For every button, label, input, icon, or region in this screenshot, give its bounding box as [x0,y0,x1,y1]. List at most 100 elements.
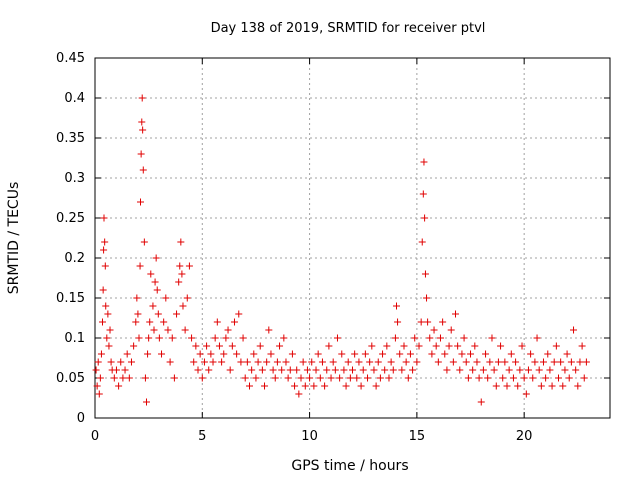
data-point [130,342,138,350]
data-point [228,342,236,350]
data-point [400,342,408,350]
data-point [282,358,290,366]
data-point [291,382,299,390]
data-point [168,334,176,342]
data-point [578,342,586,350]
data-point [209,358,217,366]
data-point [93,382,101,390]
data-point [376,374,384,382]
data-point [346,374,354,382]
data-point [178,270,186,278]
data-point [151,278,159,286]
data-point [349,366,356,374]
data-point [218,358,226,366]
data-point [222,334,230,342]
x-tick-label: 20 [516,429,533,444]
data-point [198,374,206,382]
data-point [100,214,108,222]
data-point [426,334,434,342]
data-point [241,374,249,382]
data-point [92,366,100,374]
data-point [355,358,363,366]
data-point [297,374,305,382]
data-point [357,382,365,390]
data-point [531,358,539,366]
data-point [203,342,211,350]
data-point [418,238,426,246]
data-point [417,318,425,326]
data-point [269,366,277,374]
data-point [567,358,575,366]
data-point [499,374,507,382]
data-point [368,342,376,350]
data-point [434,358,442,366]
data-point [449,358,457,366]
data-point [387,358,395,366]
data-point [439,318,447,326]
data-point [100,246,108,254]
data-point [185,262,193,270]
data-point [175,278,183,286]
data-point [473,358,481,366]
data-point [176,262,184,270]
data-point [164,326,172,334]
data-point [458,350,466,358]
data-point [293,366,301,374]
data-point [565,374,573,382]
data-point [550,358,558,366]
data-point [460,334,468,342]
data-point [342,382,350,390]
data-point [361,350,369,358]
data-point [490,366,498,374]
data-point [389,366,397,374]
data-point [505,366,513,374]
plot-frame [94,57,611,419]
data-point [224,326,232,334]
data-point [340,366,348,374]
data-point [226,366,234,374]
data-point [394,318,402,326]
data-point [574,382,582,390]
data-point [152,254,160,262]
data-point [134,310,142,318]
data-point [256,342,264,350]
data-point [436,334,444,342]
data-point [273,358,281,366]
data-point [288,350,296,358]
data-point [133,294,141,302]
data-point [524,366,532,374]
data-point [248,366,256,374]
data-point [333,334,341,342]
data-point [280,334,288,342]
data-point [533,334,541,342]
data-point [306,374,314,382]
data-point [170,374,178,382]
data-point [267,350,275,358]
data-point [413,358,421,366]
data-point [372,382,380,390]
data-point [582,358,590,366]
data-point [572,366,580,374]
data-point [471,342,479,350]
data-point [181,326,189,334]
data-point [265,326,273,334]
data-point [145,334,153,342]
data-point [104,310,112,318]
data-point [344,358,352,366]
data-point [194,366,202,374]
chart-title: Day 138 of 2019, SRMTID for receiver ptv… [211,21,486,36]
data-point [162,294,170,302]
data-point [177,238,185,246]
data-point [188,334,196,342]
data-point [392,302,400,310]
data-point [336,374,344,382]
data-point [207,350,215,358]
data-point [542,374,550,382]
data-point [385,374,393,382]
data-point [447,326,455,334]
data-point [477,398,485,406]
data-point [158,350,166,358]
data-point [366,358,374,366]
data-point [106,326,114,334]
data-point [452,310,459,318]
